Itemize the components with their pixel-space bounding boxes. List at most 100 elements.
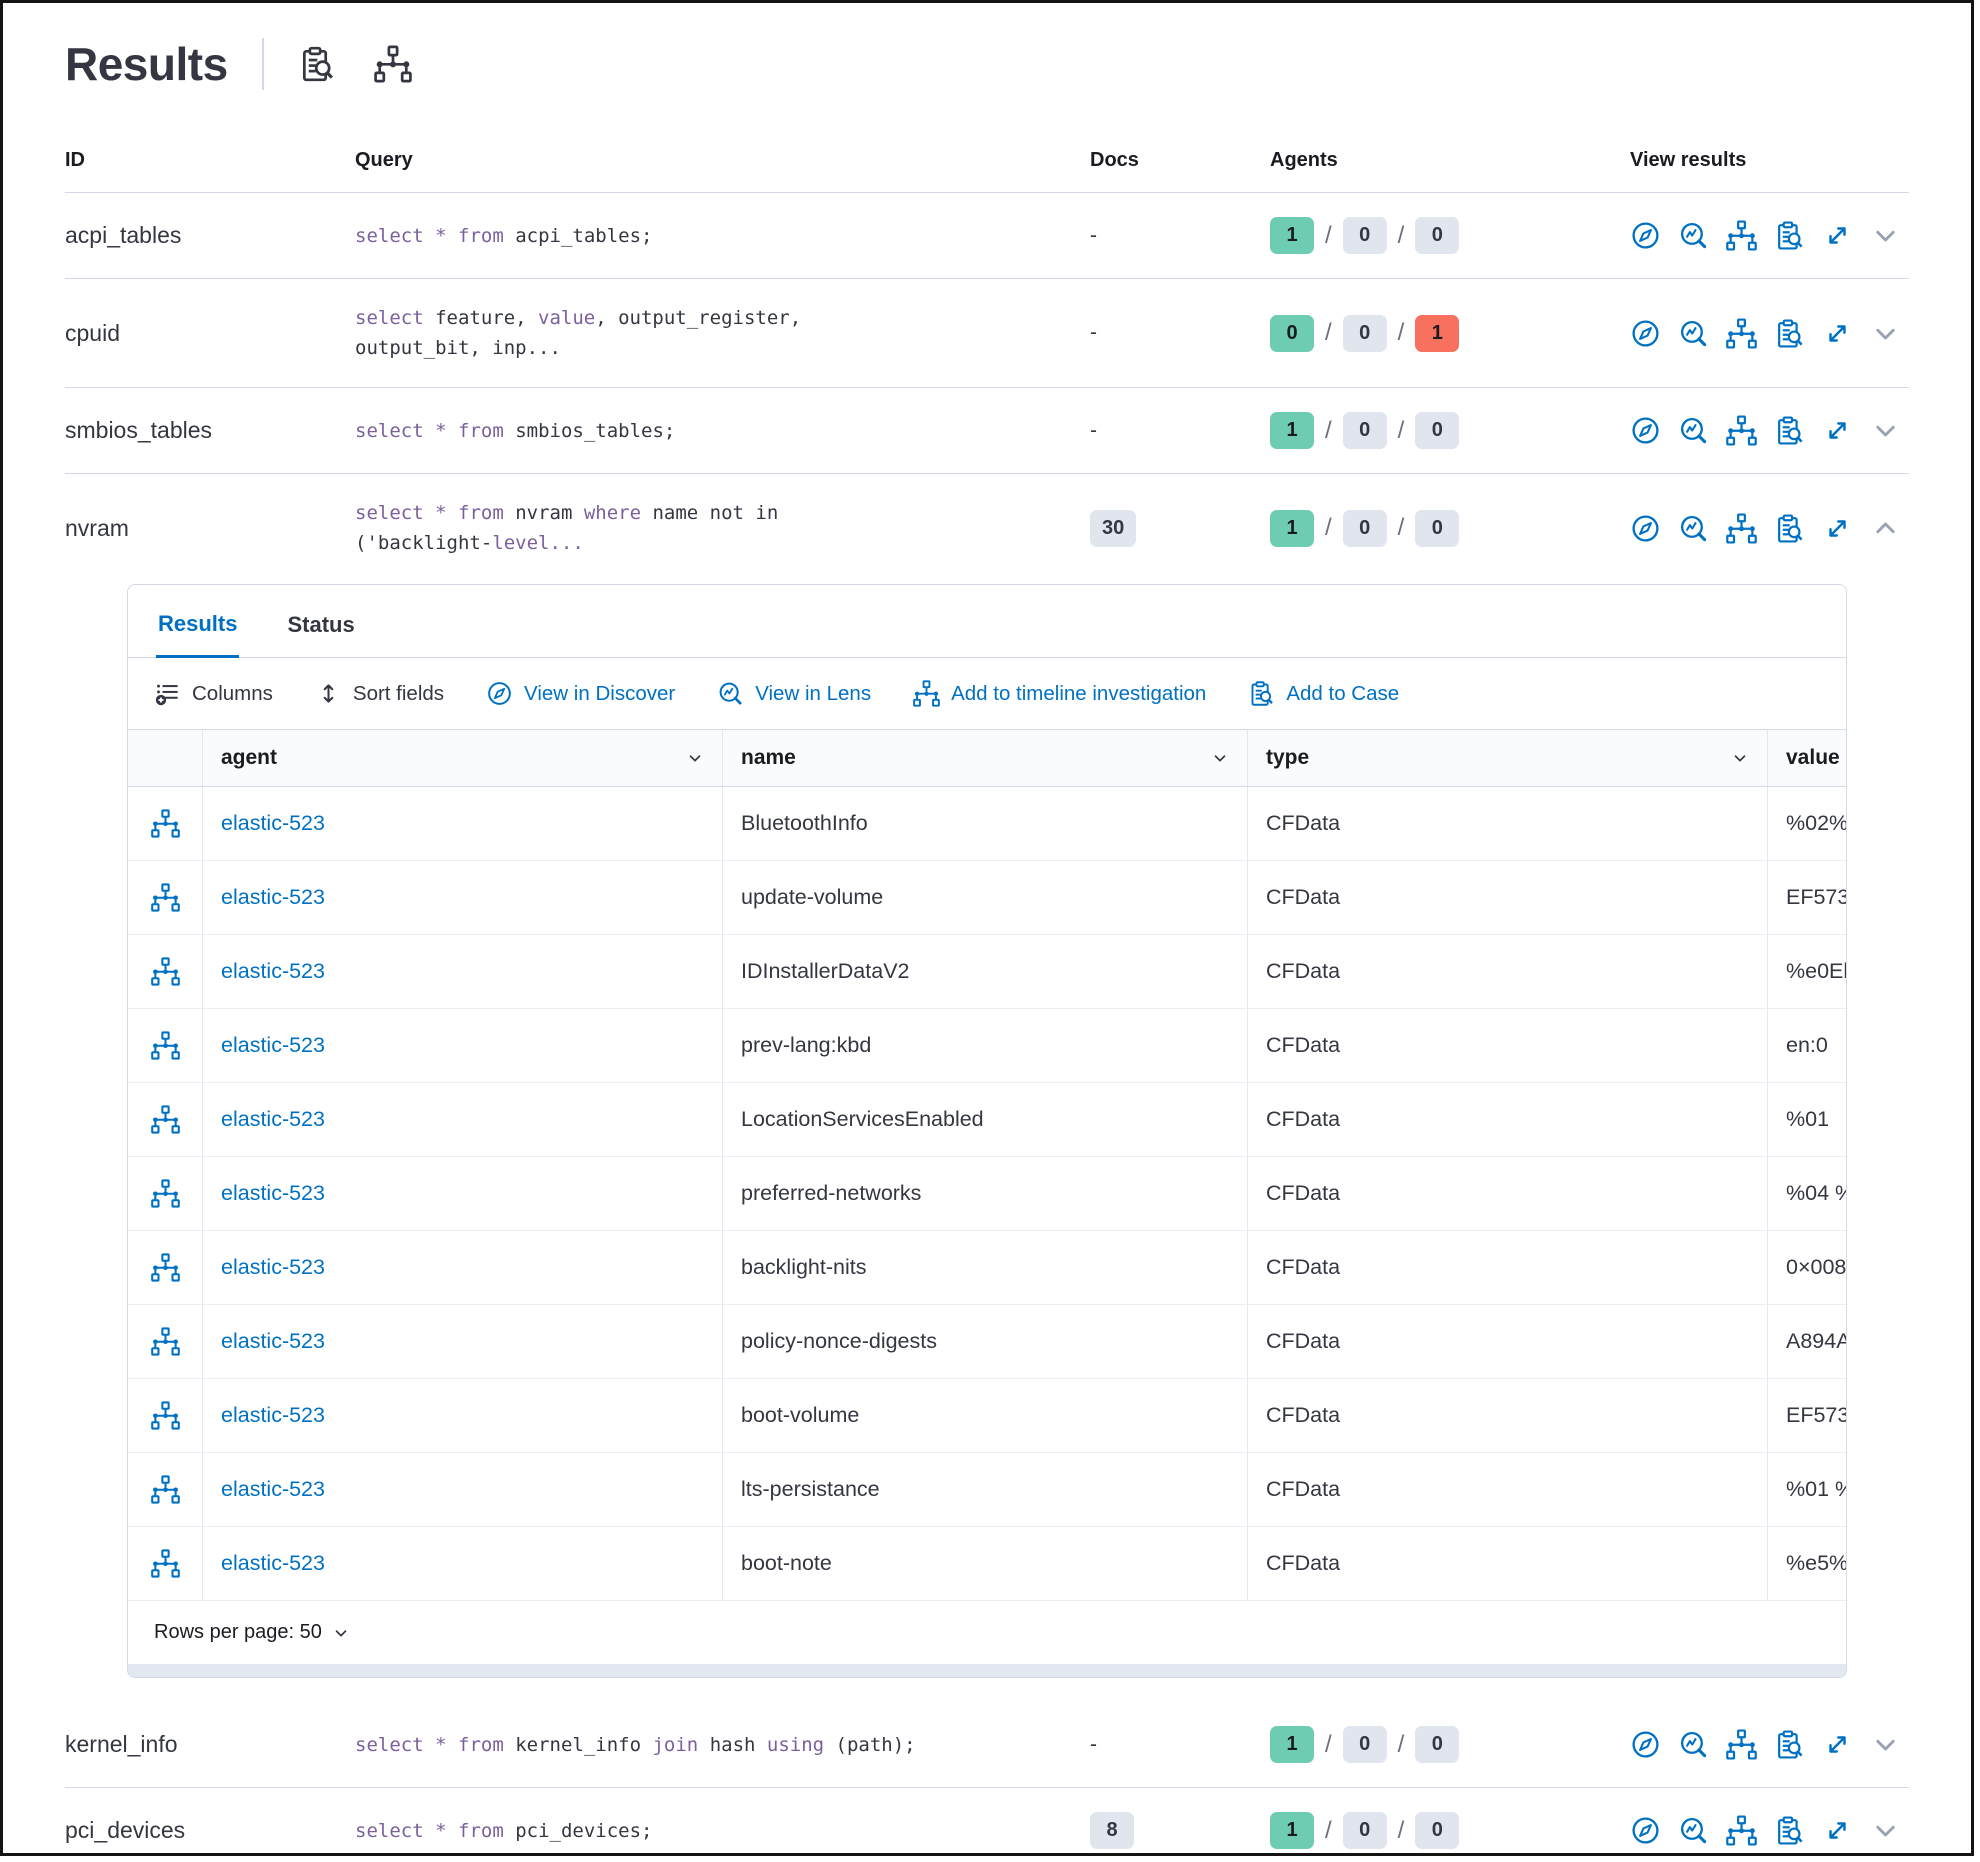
expand-results-icon[interactable] (1822, 1815, 1853, 1846)
columns-button[interactable]: Columns (154, 680, 273, 707)
expand-results-icon[interactable] (1822, 415, 1853, 446)
rows-per-page-label: Rows per page: 50 (154, 1621, 322, 1643)
agent-count-badge: 1 (1270, 217, 1314, 254)
timeline-tree-icon[interactable] (373, 45, 412, 83)
grid-column-header-name[interactable]: name (723, 730, 1248, 786)
agent-cell: elastic-523 (203, 1009, 723, 1082)
agent-link[interactable]: elastic-523 (221, 1329, 325, 1353)
view-in-lens-button[interactable]: View in Lens (717, 680, 871, 707)
agent-link[interactable]: elastic-523 (221, 811, 325, 835)
agent-link[interactable]: elastic-523 (221, 1107, 325, 1131)
add-to-timeline-icon[interactable] (1726, 512, 1757, 544)
add-to-timeline-icon[interactable] (128, 1083, 203, 1156)
view-in-lens-icon[interactable] (1678, 318, 1709, 349)
add-to-timeline-icon[interactable] (1726, 1729, 1757, 1760)
add-to-case-icon[interactable] (1774, 513, 1805, 544)
add-to-case-icon[interactable] (1774, 318, 1805, 349)
add-to-case-icon[interactable] (1774, 1729, 1805, 1760)
agent-count-badge: 0 (1415, 412, 1460, 449)
agent-count-badge: 1 (1415, 314, 1460, 352)
view-in-discover-icon[interactable] (1630, 220, 1661, 251)
add-to-timeline-icon[interactable] (128, 861, 203, 934)
chevron-down-icon (1214, 755, 1226, 762)
add-to-timeline-icon[interactable] (128, 1009, 203, 1082)
view-in-discover-icon[interactable] (1630, 513, 1661, 544)
agent-link[interactable]: elastic-523 (221, 1403, 325, 1427)
add-to-timeline-icon[interactable] (1726, 220, 1757, 251)
grid-column-header-value[interactable]: value (1768, 730, 1846, 786)
value-cell: EF57347C-00 (1786, 1403, 1846, 1427)
expand-row-chevron-icon[interactable] (1870, 415, 1901, 446)
tab-results[interactable]: Results (156, 611, 240, 658)
view-in-lens-icon[interactable] (1678, 1815, 1709, 1846)
add-to-timeline-icon[interactable] (128, 787, 203, 860)
query-result-row: acpi_tables select * from acpi_tables; -… (65, 193, 1909, 279)
inspect-clipboard-search-icon[interactable] (298, 45, 336, 83)
agent-link[interactable]: elastic-523 (221, 1477, 325, 1501)
grid-column-header-type[interactable]: type (1248, 730, 1768, 786)
view-in-discover-icon[interactable] (1630, 1729, 1661, 1760)
query-id: kernel_info (65, 1731, 178, 1757)
grid-toolbar: Columns Sort fields View in Discover Vie… (128, 658, 1846, 729)
view-in-discover-icon[interactable] (1630, 318, 1661, 349)
add-to-timeline-icon[interactable] (128, 1527, 203, 1600)
add-to-timeline-icon[interactable] (128, 1157, 203, 1230)
docs-count: - (1090, 1732, 1097, 1756)
page-title: Results (65, 38, 228, 90)
expand-results-icon[interactable] (1822, 318, 1853, 349)
view-in-discover-icon[interactable] (1630, 1815, 1661, 1846)
add-to-case-icon[interactable] (1774, 1815, 1805, 1846)
agent-count-badge: 0 (1415, 217, 1460, 254)
add-to-timeline-icon[interactable] (128, 1379, 203, 1452)
view-in-lens-icon[interactable] (1678, 1729, 1709, 1760)
expand-row-chevron-icon[interactable] (1870, 513, 1901, 544)
agent-cell: elastic-523 (203, 1305, 723, 1378)
view-results-actions (1630, 317, 1909, 349)
name-cell: lts-persistance (723, 1453, 1248, 1526)
add-to-case-icon[interactable] (1774, 220, 1805, 251)
add-to-timeline-icon[interactable] (128, 1305, 203, 1378)
view-in-discover-icon[interactable] (1630, 415, 1661, 446)
expand-results-icon[interactable] (1822, 1729, 1853, 1760)
horizontal-scrollbar[interactable] (128, 1664, 1846, 1677)
add-to-timeline-icon[interactable] (1726, 1815, 1757, 1846)
add-to-case-button[interactable]: Add to Case (1248, 680, 1399, 707)
add-to-timeline-icon[interactable] (128, 1231, 203, 1304)
table-row: elastic-523 lts-persistance CFData %01 %… (128, 1453, 1846, 1527)
add-to-timeline-icon[interactable] (128, 935, 203, 1008)
header-divider (261, 38, 264, 90)
expand-row-chevron-icon[interactable] (1870, 318, 1901, 349)
columns-icon (154, 683, 179, 707)
rows-per-page-button[interactable]: Rows per page: 50 (128, 1601, 376, 1664)
view-in-discover-button[interactable]: View in Discover (486, 680, 675, 707)
agent-link[interactable]: elastic-523 (221, 1033, 325, 1057)
grid-column-header-agent[interactable]: agent (203, 730, 723, 786)
agent-link[interactable]: elastic-523 (221, 1255, 325, 1279)
type-cell: CFData (1248, 1379, 1768, 1452)
add-to-timeline-button[interactable]: Add to timeline investigation (913, 680, 1206, 707)
agent-link[interactable]: elastic-523 (221, 885, 325, 909)
view-in-lens-icon[interactable] (1678, 513, 1709, 544)
agent-link[interactable]: elastic-523 (221, 1181, 325, 1205)
view-in-lens-icon[interactable] (1678, 220, 1709, 251)
add-to-timeline-icon[interactable] (128, 1453, 203, 1526)
expand-results-icon[interactable] (1822, 513, 1853, 544)
table-row: elastic-523 LocationServicesEnabled CFDa… (128, 1083, 1846, 1157)
table-row: elastic-523 boot-volume CFData EF57347C-… (128, 1379, 1846, 1453)
add-to-case-icon[interactable] (1774, 415, 1805, 446)
expand-row-chevron-icon[interactable] (1870, 1815, 1901, 1846)
agents-status: 1/0/0 (1270, 509, 1630, 547)
view-in-lens-icon[interactable] (1678, 415, 1709, 446)
sort-fields-button[interactable]: Sort fields (315, 680, 444, 707)
query-sql: select feature, value, output_register, o… (355, 307, 802, 359)
add-to-timeline-icon[interactable] (1726, 415, 1757, 446)
docs-count: - (1090, 223, 1097, 247)
agent-link[interactable]: elastic-523 (221, 1551, 325, 1575)
agent-count-badge: 0 (1342, 509, 1387, 547)
expand-results-icon[interactable] (1822, 220, 1853, 251)
expand-row-chevron-icon[interactable] (1870, 220, 1901, 251)
expand-row-chevron-icon[interactable] (1870, 1729, 1901, 1760)
tab-status[interactable]: Status (285, 611, 356, 657)
agent-link[interactable]: elastic-523 (221, 959, 325, 983)
add-to-timeline-icon[interactable] (1726, 317, 1757, 349)
